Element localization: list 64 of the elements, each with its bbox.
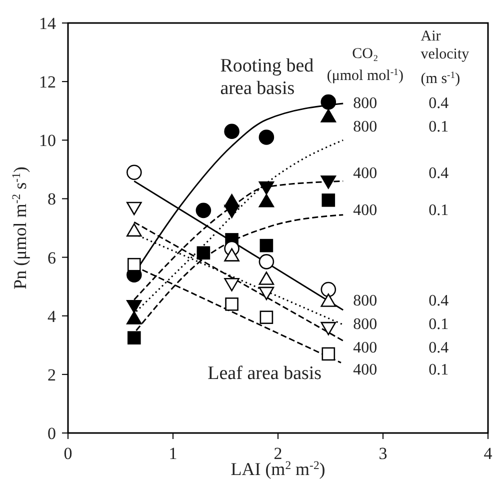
annotation: 400 (353, 361, 378, 378)
y-tick-label: 8 (48, 190, 56, 209)
point (322, 194, 336, 207)
point (260, 238, 274, 252)
annotation: 0.1 (428, 202, 449, 219)
x-tick-label: 1 (168, 444, 178, 464)
point (258, 254, 274, 270)
point (258, 181, 274, 195)
point (258, 272, 274, 285)
annotation: CO₂ (352, 46, 378, 62)
point (225, 297, 238, 311)
y-tick-label: 12 (39, 72, 56, 92)
point (320, 294, 336, 307)
point (126, 311, 142, 324)
point (196, 246, 210, 260)
point (322, 347, 336, 361)
annotation: 400 (353, 202, 378, 219)
annotation: 400 (353, 339, 378, 356)
annotation: Air velocity (420, 28, 470, 63)
point (320, 282, 336, 298)
annotation: 800 (353, 94, 378, 112)
y-tick-label: 6 (48, 248, 56, 268)
annotation: 0.4 (428, 292, 449, 310)
point (126, 202, 142, 216)
point (224, 124, 240, 140)
y-tick-label: 14 (39, 14, 56, 34)
annotation: 800 (353, 316, 378, 334)
point (320, 109, 336, 122)
annotation: Rooting bed area basis (220, 55, 314, 100)
point (258, 286, 274, 300)
point (320, 175, 336, 189)
point (126, 164, 142, 180)
point (126, 223, 142, 237)
x-tick-label: 4 (484, 444, 493, 464)
y-tick-label: 4 (48, 306, 56, 326)
annotation: 0.4 (428, 339, 449, 356)
point (258, 194, 274, 208)
point (224, 204, 240, 218)
annotation: 400 (353, 165, 378, 182)
point (224, 278, 240, 292)
annotation: 0.4 (428, 165, 449, 182)
x-tick-label: 0 (64, 444, 72, 464)
annotation: (m s$^{-1}$) (420, 70, 460, 88)
annotation: 0.1 (428, 361, 449, 378)
annotation: 800 (353, 292, 378, 310)
point (128, 331, 141, 344)
point (320, 322, 336, 336)
y-tick-label: 10 (39, 131, 56, 150)
point (126, 300, 142, 314)
point (258, 130, 274, 145)
y-tick-label: 2 (48, 365, 56, 384)
point (320, 94, 336, 110)
point (260, 310, 274, 324)
annotation: 0.1 (428, 118, 449, 136)
point (128, 258, 141, 272)
x-tick-label: 3 (378, 444, 388, 464)
point (196, 202, 212, 218)
annotation: Leaf area basis (208, 362, 322, 384)
y-tick-label: 0 (48, 424, 56, 444)
annotation: 800 (353, 118, 378, 136)
annotation: (μmol mol$^{-1}$) (326, 66, 404, 84)
annotation: 0.4 (428, 94, 449, 112)
annotation: 0.1 (428, 316, 449, 334)
point (224, 248, 240, 262)
